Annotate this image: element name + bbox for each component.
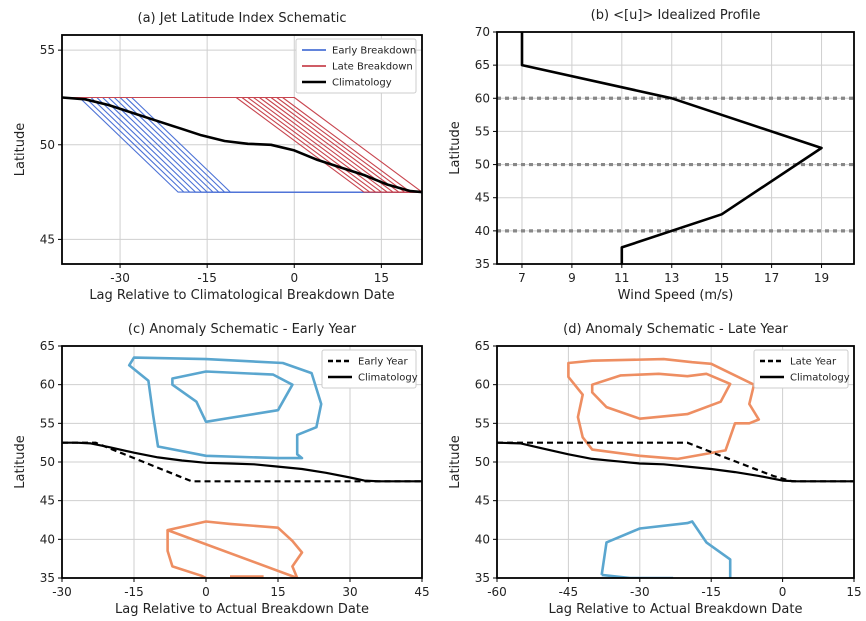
x-tick-label: 13 — [664, 271, 679, 285]
series-line — [62, 96, 422, 193]
y-tick-label: 65 — [475, 339, 490, 353]
series-line — [62, 441, 422, 483]
legend: Late Year Climatology — [753, 349, 850, 389]
x-tick-label: 11 — [614, 271, 629, 285]
x-tick-label: -30 — [110, 271, 130, 285]
legend-box — [295, 38, 417, 94]
x-tick-label: 9 — [568, 271, 576, 285]
y-tick-label: 70 — [475, 25, 490, 39]
legend-label: Early Breakdown — [332, 46, 416, 57]
legend-label: Climatology — [790, 373, 850, 384]
chart-title: (a) Jet Latitude Index Schematic — [138, 11, 347, 26]
x-tick-label: 0 — [779, 585, 787, 599]
chart-title: (d) Anomaly Schematic - Late Year — [563, 322, 788, 337]
y-tick-label: 60 — [40, 378, 55, 392]
y-tick-label: 65 — [475, 58, 490, 72]
y-tick-label: 65 — [40, 339, 55, 353]
series-line — [520, 32, 823, 264]
x-tick-label: -15 — [701, 585, 721, 599]
x-tick-label: -15 — [124, 585, 144, 599]
y-tick-label: 50 — [40, 455, 55, 469]
contour-line — [166, 530, 207, 578]
x-tick-label: 30 — [342, 585, 357, 599]
y-tick-label: 55 — [475, 416, 490, 430]
plot-area — [62, 96, 422, 194]
x-tick-label: 7 — [518, 271, 526, 285]
contour-line — [127, 356, 323, 460]
y-tick-label: 50 — [475, 158, 490, 172]
axes-frame — [496, 31, 855, 265]
x-axis-label: Wind Speed (m/s) — [618, 288, 734, 303]
x-tick-label: -15 — [197, 271, 217, 285]
contour-line — [567, 357, 761, 461]
x-tick-label: 0 — [202, 585, 210, 599]
y-tick-label: 50 — [40, 138, 55, 152]
y-tick-label: 35 — [475, 571, 490, 585]
legend-label: Late Year — [790, 357, 837, 368]
x-tick-label: -30 — [52, 585, 72, 599]
x-tick-label: -60 — [487, 585, 507, 599]
legend-label: Early Year — [358, 357, 408, 368]
x-tick-label: 15 — [270, 585, 285, 599]
y-tick-label: 55 — [40, 43, 55, 57]
y-tick-label: 35 — [40, 571, 55, 585]
legend-box — [321, 349, 417, 389]
y-axis-label: Latitude — [13, 123, 28, 177]
chart-title: (c) Anomaly Schematic - Early Year — [128, 322, 357, 337]
x-tick-label: 15 — [374, 271, 389, 285]
y-tick-label: 45 — [475, 191, 490, 205]
y-tick-label: 45 — [40, 232, 55, 246]
legend: Early Year Climatology — [321, 349, 418, 389]
legend-label: Climatology — [358, 373, 418, 384]
legend-label: Climatology — [332, 78, 392, 89]
plot-area — [497, 357, 854, 578]
panel-a: -30 -15 0 15 45 50 55 (a) Jet Latitude Index Sc… — [13, 11, 423, 303]
panel-c: -30 -15 0 15 30 45 35 40 45 50 55 60 65 (c) Anomaly S… — [13, 322, 430, 617]
x-tick-label: 17 — [764, 271, 779, 285]
plot-area — [497, 32, 854, 264]
x-tick-label: 0 — [290, 271, 298, 285]
contour-line — [590, 372, 732, 420]
panel-d: -60 -45 -30 -15 0 15 35 40 45 50 55 60 65 (d) Anomaly… — [448, 322, 862, 617]
y-tick-label: 35 — [475, 257, 490, 271]
x-axis-label: Lag Relative to Climatological Breakdown… — [89, 288, 394, 303]
y-tick-label: 55 — [40, 416, 55, 430]
series-line — [497, 441, 854, 483]
y-axis-label: Latitude — [13, 435, 28, 489]
x-axis-label: Lag Relative to Actual Breakdown Date — [115, 602, 369, 617]
panel-b: 7 9 11 13 15 17 19 35 40 45 50 55 60 65 70 (b) <[u]> Id… — [448, 8, 855, 303]
contour-line — [166, 520, 304, 578]
y-tick-label: 60 — [475, 378, 490, 392]
y-tick-label: 40 — [40, 532, 55, 546]
legend-label: Late Breakdown — [332, 62, 413, 73]
x-tick-label: -30 — [630, 585, 650, 599]
plot-area — [62, 356, 422, 578]
chart-title: (b) <[u]> Idealized Profile — [591, 8, 761, 23]
x-tick-label: 19 — [814, 271, 829, 285]
legend: Early Breakdown Late Breakdown Climatology — [295, 38, 417, 94]
y-tick-label: 45 — [475, 494, 490, 508]
series-line — [62, 96, 422, 194]
y-tick-label: 40 — [475, 532, 490, 546]
x-tick-label: 15 — [846, 585, 861, 599]
legend-box — [753, 349, 849, 389]
contour-line — [600, 520, 732, 578]
contour-line — [171, 370, 294, 424]
y-tick-label: 45 — [40, 494, 55, 508]
x-axis-label: Lag Relative to Actual Breakdown Date — [549, 602, 803, 617]
axes-frame — [61, 34, 423, 265]
y-tick-label: 55 — [475, 124, 490, 138]
y-tick-label: 60 — [475, 91, 490, 105]
y-axis-label: Latitude — [448, 121, 463, 175]
x-tick-label: 15 — [714, 271, 729, 285]
y-tick-label: 40 — [475, 224, 490, 238]
contour-line — [601, 573, 674, 578]
x-tick-label: -45 — [559, 585, 579, 599]
x-tick-label: 45 — [414, 585, 429, 599]
y-axis-label: Latitude — [448, 435, 463, 489]
y-tick-label: 50 — [475, 455, 490, 469]
